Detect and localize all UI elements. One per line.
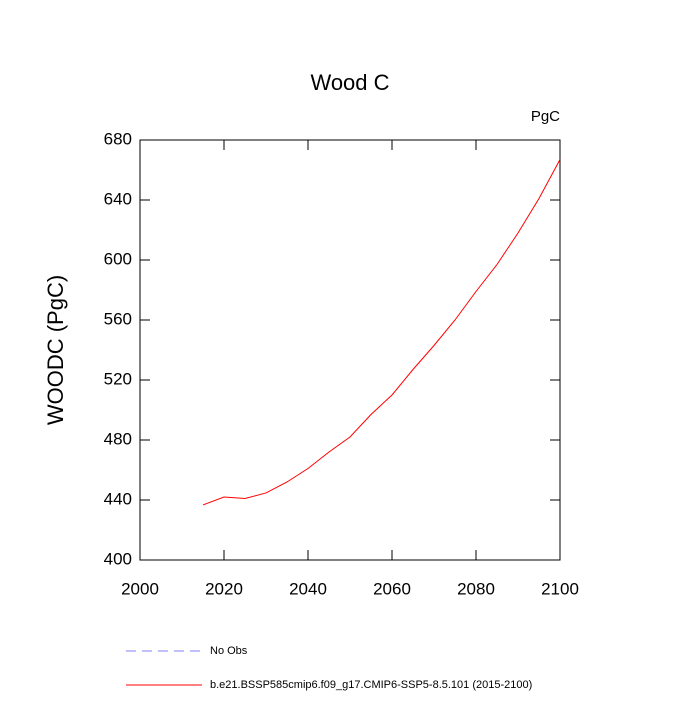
y-axis-label: WOODC (PgC) [43,275,68,425]
x-tick-label: 2040 [289,579,327,598]
y-tick-label: 560 [104,309,132,328]
y-tick-label: 480 [104,429,132,448]
x-tick-label: 2080 [457,579,495,598]
x-tick-label: 2020 [205,579,243,598]
data-line [202,159,561,506]
legend-label: No Obs [210,645,248,657]
y-tick-label: 680 [104,129,132,148]
y-tick-label: 520 [104,369,132,388]
plot-frame [139,139,561,561]
x-tick-label: 2000 [121,579,159,598]
legend-label: b.e21.BSSP585cmip6.f09_g17.CMIP6-SSP5-8.… [210,679,532,691]
y-tick-label: 400 [104,549,132,568]
units-label: PgC [531,108,560,125]
chart-title: Wood C [310,70,389,95]
y-tick-label: 600 [104,249,132,268]
y-tick-label: 440 [104,489,132,508]
x-tick-label: 2060 [373,579,411,598]
y-tick-label: 640 [104,189,132,208]
x-tick-label: 2100 [541,579,579,598]
